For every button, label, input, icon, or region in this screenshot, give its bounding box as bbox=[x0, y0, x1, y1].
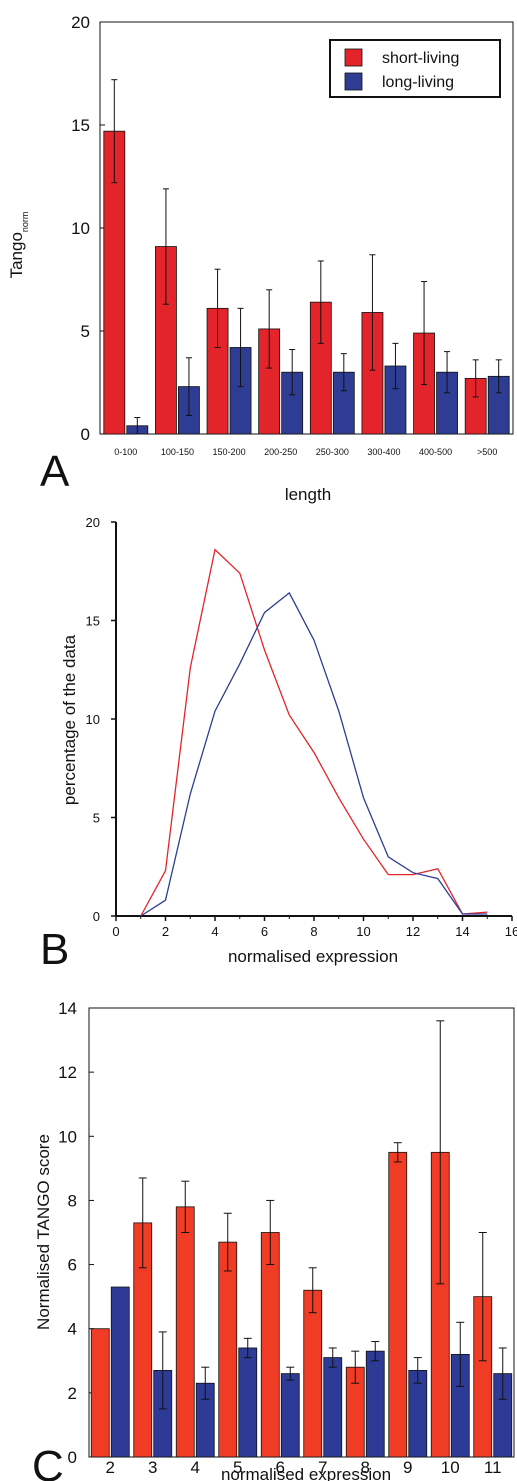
panel-a-letter: A bbox=[40, 447, 70, 496]
panel-a: Tangonorm length A short-living long-liv… bbox=[7, 13, 514, 504]
x-tick-label: 0-100 bbox=[114, 447, 137, 457]
y-tick-label: 0 bbox=[93, 909, 100, 924]
bar-blue bbox=[323, 1357, 343, 1458]
panel-a-ylabel-subscript: norm bbox=[20, 212, 30, 233]
panel-a-legend: short-living long-living bbox=[329, 39, 501, 98]
y-tick-label: 10 bbox=[58, 1127, 77, 1146]
x-tick-label: >500 bbox=[477, 447, 497, 457]
x-tick-label: 250-300 bbox=[316, 447, 349, 457]
x-tick-label: 2 bbox=[106, 1458, 115, 1477]
x-tick-label: 5 bbox=[233, 1458, 242, 1477]
panel-b: percentage of the data normalised expres… bbox=[40, 515, 517, 974]
x-tick-label: 7 bbox=[318, 1458, 327, 1477]
bar-red bbox=[175, 1206, 195, 1458]
x-tick-label: 4 bbox=[191, 1458, 200, 1477]
legend-label-short-living: short-living bbox=[382, 50, 459, 67]
panel-c-letter: C bbox=[32, 1442, 64, 1481]
x-tick-label: 8 bbox=[310, 924, 317, 939]
y-tick-label: 0 bbox=[81, 425, 90, 444]
y-tick-label: 20 bbox=[86, 515, 100, 530]
y-tick-label: 6 bbox=[68, 1256, 77, 1275]
x-tick-label: 6 bbox=[276, 1458, 285, 1477]
legend-swatch-short-living bbox=[344, 48, 363, 67]
legend-label-long-living: long-living bbox=[382, 74, 454, 91]
bar-blue bbox=[238, 1347, 258, 1458]
x-tick-label: 10 bbox=[441, 1458, 460, 1477]
x-tick-label: 400-500 bbox=[419, 447, 452, 457]
y-tick-label: 5 bbox=[81, 322, 90, 341]
panel-b-letter: B bbox=[40, 925, 69, 974]
bar-blue bbox=[280, 1373, 300, 1458]
x-tick-label: 14 bbox=[455, 924, 469, 939]
panel-b-ylabel: percentage of the data bbox=[60, 634, 79, 805]
y-tick-label: 8 bbox=[68, 1191, 77, 1210]
panel-c-xlabel: normalised expression bbox=[221, 1465, 391, 1481]
y-tick-label: 5 bbox=[93, 811, 100, 826]
x-tick-label: 9 bbox=[403, 1458, 412, 1477]
x-tick-label: 3 bbox=[148, 1458, 157, 1477]
panel-b-xlabel: normalised expression bbox=[228, 947, 398, 966]
bar-blue bbox=[365, 1350, 385, 1458]
x-tick-label: 6 bbox=[261, 924, 268, 939]
panel-c: Normalised TANGO score normalised expres… bbox=[32, 999, 515, 1481]
bar-red bbox=[388, 1151, 408, 1458]
x-tick-label: 8 bbox=[361, 1458, 370, 1477]
series-line-blue bbox=[140, 591, 488, 917]
y-tick-label: 15 bbox=[71, 116, 90, 135]
y-tick-label: 10 bbox=[86, 712, 100, 727]
x-tick-label: 0 bbox=[112, 924, 119, 939]
y-tick-label: 2 bbox=[68, 1384, 77, 1403]
panel-c-ylabel: Normalised TANGO score bbox=[34, 1134, 53, 1330]
x-tick-label: 12 bbox=[406, 924, 420, 939]
y-tick-label: 0 bbox=[68, 1448, 77, 1467]
x-tick-label: 2 bbox=[162, 924, 169, 939]
bar-red bbox=[260, 1232, 280, 1458]
x-tick-label: 300-400 bbox=[367, 447, 400, 457]
panel-a-ylabel: Tangonorm bbox=[7, 212, 30, 279]
bar-red bbox=[303, 1289, 323, 1458]
x-tick-label: 100-150 bbox=[161, 447, 194, 457]
panel-a-xlabel: length bbox=[285, 485, 331, 504]
y-tick-label: 4 bbox=[68, 1320, 77, 1339]
bar-blue bbox=[110, 1286, 130, 1458]
y-tick-label: 15 bbox=[86, 614, 100, 629]
y-tick-label: 10 bbox=[71, 219, 90, 238]
x-tick-label: 200-250 bbox=[264, 447, 297, 457]
panel-c-plot-frame bbox=[88, 1007, 515, 1458]
bar-red bbox=[90, 1328, 110, 1458]
y-tick-label: 20 bbox=[71, 13, 90, 32]
x-tick-label: 10 bbox=[356, 924, 370, 939]
x-tick-label: 16 bbox=[505, 924, 517, 939]
bar-red bbox=[218, 1241, 238, 1458]
y-tick-label: 12 bbox=[58, 1063, 77, 1082]
y-tick-label: 14 bbox=[58, 999, 77, 1018]
series-line-red bbox=[140, 548, 488, 917]
legend-swatch-long-living bbox=[344, 72, 363, 91]
x-tick-label: 150-200 bbox=[213, 447, 246, 457]
x-tick-label: 11 bbox=[484, 1458, 502, 1477]
x-tick-label: 4 bbox=[211, 924, 218, 939]
